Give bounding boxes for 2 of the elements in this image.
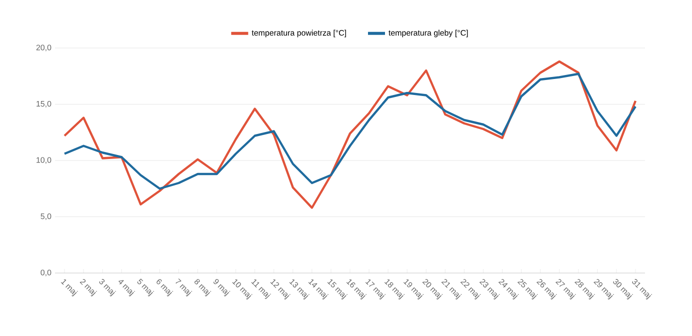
line-series — [63, 60, 637, 209]
line-series — [63, 72, 637, 190]
